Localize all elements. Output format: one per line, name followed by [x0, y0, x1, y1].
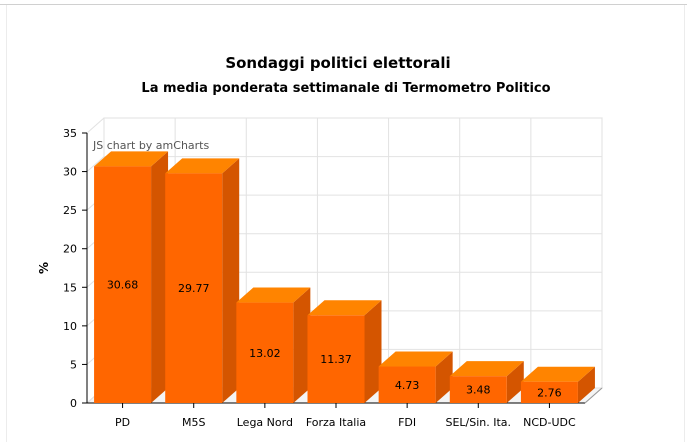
gridline-diag	[86, 156, 105, 172]
x-tick-label: PD	[115, 416, 130, 429]
bar-front	[236, 302, 294, 403]
bar-top	[94, 151, 169, 167]
bar-top	[307, 300, 382, 316]
window-right-border	[684, 5, 685, 442]
bars	[94, 151, 595, 403]
bar-front	[449, 376, 507, 403]
bar-side	[435, 351, 453, 403]
y-tick-label: 20	[63, 243, 77, 256]
bar-side	[364, 300, 382, 403]
amcharts-credit[interactable]: JS chart by amCharts	[92, 139, 209, 152]
chart-title: Sondaggi politici elettorali	[225, 54, 450, 72]
data-label: 13.02	[249, 347, 281, 360]
bar-side	[222, 158, 240, 403]
bar-top	[449, 361, 524, 377]
bar-top	[236, 287, 311, 303]
y-tick-label: 35	[63, 127, 77, 140]
bar-5	[378, 351, 453, 403]
bar-2	[165, 158, 240, 403]
x-tick-label: Forza Italia	[306, 416, 366, 429]
bar-side	[577, 366, 595, 403]
gridline-diag	[86, 117, 105, 134]
y-tick-label: 0	[70, 397, 77, 410]
y-tick-label: 5	[70, 358, 77, 371]
y-tick-label: 30	[63, 166, 77, 179]
bar-front	[94, 166, 152, 403]
bar-top	[165, 158, 240, 174]
bar-1	[94, 151, 169, 403]
bar-side	[151, 151, 169, 403]
bar-6	[449, 361, 524, 403]
y-tick-label: 10	[63, 320, 77, 333]
bar-front	[520, 381, 578, 403]
x-tick-label: Lega Nord	[237, 416, 293, 429]
bar-4	[307, 300, 382, 403]
bar-7	[520, 366, 595, 403]
y-tick-label: 25	[63, 204, 77, 217]
bar-front	[165, 173, 223, 403]
y-tick-label: 15	[63, 281, 77, 294]
window-top-border	[0, 4, 687, 5]
x-tick-label: NCD-UDC	[523, 416, 576, 429]
window-left-border	[6, 5, 7, 442]
data-label: 4.73	[395, 379, 420, 392]
data-label: 3.48	[466, 384, 491, 397]
labels: 30.68 PD 29.77 M5S 13.02 Lega Nord 11.37 Forza …	[107, 279, 576, 429]
x-tick-label: M5S	[182, 416, 205, 429]
data-label: 2.76	[537, 386, 562, 399]
chart-subtitle: La media ponderata settimanale di Termom…	[141, 81, 550, 96]
bar-front	[378, 366, 436, 403]
x-axis-depth-line	[584, 387, 603, 404]
bar-side	[293, 287, 311, 403]
bar-3	[236, 287, 311, 403]
data-label: 30.68	[107, 279, 139, 292]
x-tick-label: SEL/Sin. Ita.	[445, 416, 511, 429]
data-label: 11.37	[320, 353, 352, 366]
x-tick-label: FDI	[398, 416, 416, 429]
bar-top	[520, 366, 595, 382]
y-axis-label: %	[37, 262, 51, 274]
bar-side	[506, 361, 524, 403]
bar-front	[307, 315, 365, 403]
data-label: 29.77	[178, 282, 210, 295]
bar-top	[378, 351, 453, 367]
